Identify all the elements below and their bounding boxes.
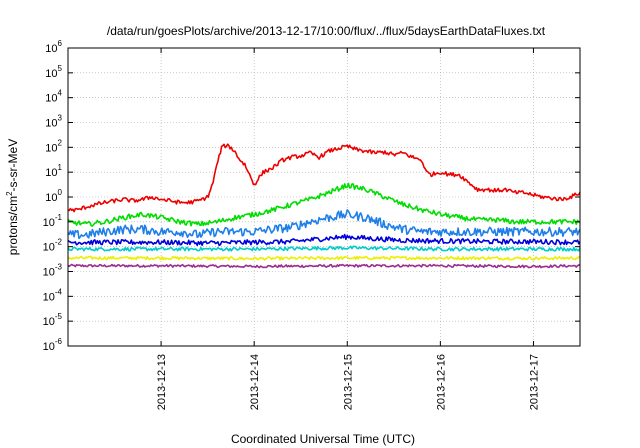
x-tick-label: 2013-12-13 <box>156 354 168 410</box>
y-tick-label: 10-5 <box>43 312 63 328</box>
y-tick-label: 10-6 <box>43 337 63 353</box>
y-tick-label: 101 <box>45 163 62 179</box>
series-line <box>67 263 581 269</box>
y-tick-label: 10-1 <box>43 213 63 229</box>
series-line <box>67 255 581 261</box>
y-tick-label: 100 <box>45 188 62 204</box>
series-line <box>67 233 581 247</box>
x-tick-label: 2013-12-14 <box>249 354 261 410</box>
y-tick-label: 10-4 <box>43 287 63 303</box>
y-tick-label: 106 <box>45 39 62 55</box>
series-line <box>67 209 581 240</box>
y-tick-label: 105 <box>45 64 62 80</box>
series-line <box>67 143 581 213</box>
y-axis-title-pre: protons/cm <box>6 196 20 255</box>
x-axis-title: Coordinated Universal Time (UTC) <box>231 432 415 446</box>
y-tick-label: 103 <box>45 114 62 130</box>
chart-title: /data/run/goesPlots/archive/2013-12-17/1… <box>107 24 546 38</box>
series-layer <box>67 143 581 269</box>
y-axis: 10-6 10-5 10-4 10-3 10-2 10-1 100 101 102 103 104 1… <box>43 39 580 353</box>
y-axis-title-sup: 2 <box>5 191 14 196</box>
y-axis-title-post: -s-sr-MeV <box>6 139 20 192</box>
y-tick-label: 10-2 <box>43 238 63 254</box>
x-tick-label: 2013-12-16 <box>435 354 447 410</box>
x-tick-label: 2013-12-17 <box>528 354 540 410</box>
y-tick-label: 10-3 <box>43 263 63 279</box>
y-tick-label: 104 <box>45 89 62 105</box>
x-axis: 2013-12-13 2013-12-14 2013-12-15 2013-12-16… <box>156 48 540 410</box>
y-tick-label: 102 <box>45 138 62 154</box>
x-tick-label: 2013-12-15 <box>342 354 354 410</box>
series-line <box>67 182 581 227</box>
y-axis-title: protons/cm2-s-sr-MeV <box>5 139 20 255</box>
series-line <box>67 245 581 252</box>
grid <box>68 48 580 346</box>
